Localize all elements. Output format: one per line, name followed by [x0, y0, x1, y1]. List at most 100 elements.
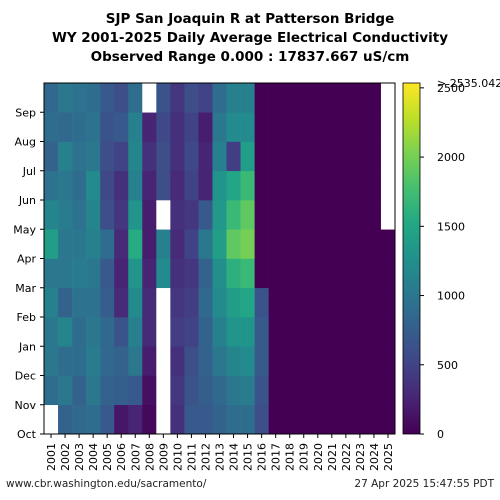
heatmap-cell — [352, 170, 368, 201]
x-tick-label: 2003 — [73, 443, 86, 471]
heatmap-cell — [268, 346, 283, 376]
heatmap-cell — [310, 83, 326, 113]
heatmap-cell — [282, 83, 298, 113]
heatmap-cell — [282, 317, 298, 347]
heatmap-cell — [226, 317, 241, 347]
heatmap-cell — [338, 258, 354, 289]
heatmap-cell — [352, 83, 368, 113]
heatmap-cell — [268, 317, 283, 347]
heatmap-cell — [58, 112, 73, 142]
heatmap-cell — [114, 317, 129, 347]
heatmap-cell — [366, 287, 382, 318]
heatmap-cell — [128, 258, 143, 289]
heatmap-cell — [44, 83, 59, 113]
heatmap-cell — [296, 200, 312, 230]
heatmap-cell — [184, 141, 199, 172]
heatmap-cell — [282, 112, 298, 142]
heatmap-cell — [86, 287, 101, 318]
heatmap-cell — [380, 200, 396, 230]
heatmap-cell — [44, 317, 59, 347]
heatmap-cell — [86, 200, 101, 230]
heatmap-cell — [170, 317, 185, 347]
heatmap-cell — [198, 317, 213, 347]
heatmap-cell — [156, 112, 171, 142]
heatmap-cell — [240, 287, 255, 318]
heatmap-cell — [184, 346, 199, 376]
heatmap-cell — [254, 258, 269, 289]
heatmap-cell — [142, 287, 157, 318]
heatmap-cell — [226, 346, 241, 376]
heatmap-cell — [338, 404, 354, 435]
heatmap-cell — [44, 375, 59, 406]
heatmap-cell — [58, 317, 73, 347]
heatmap-cell — [226, 258, 241, 289]
heatmap-cell — [240, 375, 255, 406]
x-tick-label: 2016 — [256, 443, 269, 471]
heatmap-cell — [226, 170, 241, 201]
heatmap-cell — [156, 170, 171, 201]
heatmap-cell — [380, 317, 396, 347]
heatmap-cell — [324, 404, 340, 435]
heatmap-cell — [142, 346, 157, 376]
x-tick-label: 2011 — [185, 443, 198, 471]
heatmap-cell — [282, 375, 298, 406]
heatmap-cell — [100, 229, 115, 259]
heatmap-cell — [254, 170, 269, 201]
heatmap-cell — [268, 287, 283, 318]
heatmap-cell — [184, 287, 199, 318]
heatmap-cell — [226, 287, 241, 318]
heatmap-cell — [86, 375, 101, 406]
y-tick-label: Jan — [18, 340, 36, 353]
heatmap-cell — [72, 404, 87, 435]
heatmap-cell — [240, 112, 255, 142]
heatmap-cell — [282, 170, 298, 201]
colorbar: 0 500 1000 1500 2000 2500> 2535.042 — [402, 77, 500, 441]
heatmap-cell — [86, 404, 101, 435]
heatmap-cell — [226, 200, 241, 230]
heatmap-cell — [44, 141, 59, 172]
heatmap-cell — [86, 229, 101, 259]
heatmap-cell — [324, 258, 340, 289]
heatmap-cell — [170, 258, 185, 289]
heatmap-cell — [338, 112, 354, 142]
heatmap-cell — [86, 141, 101, 172]
heatmap-cell — [240, 141, 255, 172]
heatmap-cell — [282, 200, 298, 230]
heatmap-cell — [114, 404, 129, 435]
heatmap-cell — [254, 346, 269, 376]
heatmap-cell — [254, 141, 269, 172]
heatmap-cell — [170, 83, 185, 113]
heatmap-cell — [58, 346, 73, 376]
colorbar-tick-label: 2500 — [437, 82, 465, 95]
heatmap-cell — [156, 200, 171, 230]
heatmap-cell — [142, 258, 157, 289]
heatmap-cell — [324, 375, 340, 406]
heatmap-cell — [212, 404, 227, 435]
heatmap-cell — [100, 258, 115, 289]
heatmap-cell — [240, 83, 255, 113]
y-tick-label: Jun — [18, 194, 36, 207]
x-tick-label: 2019 — [298, 443, 311, 471]
heatmap-cell — [198, 375, 213, 406]
heatmap-cell — [380, 229, 396, 259]
heatmap-cell — [128, 375, 143, 406]
heatmap-cell — [282, 287, 298, 318]
heatmap-cell — [170, 346, 185, 376]
heatmap-cell — [212, 112, 227, 142]
x-tick-label: 2012 — [199, 443, 212, 471]
y-tick-label: Feb — [17, 311, 36, 324]
heatmap-cell — [156, 317, 171, 347]
y-tick-label: Mar — [15, 282, 36, 295]
x-tick-label: 2010 — [171, 443, 184, 471]
heatmap-cell — [226, 112, 241, 142]
heatmap-cell — [296, 317, 312, 347]
heatmap-cell — [44, 170, 59, 201]
heatmap-cell — [226, 375, 241, 406]
colorbar-tick-label: 500 — [437, 359, 458, 372]
x-axis: 2001 2002 2003 2004 2005 2006 2007 2008 2009 2010… — [45, 434, 395, 471]
heatmap-cell — [72, 200, 87, 230]
heatmap-cell — [100, 404, 115, 435]
heatmap-cell — [268, 404, 283, 435]
heatmap-cell — [338, 317, 354, 347]
